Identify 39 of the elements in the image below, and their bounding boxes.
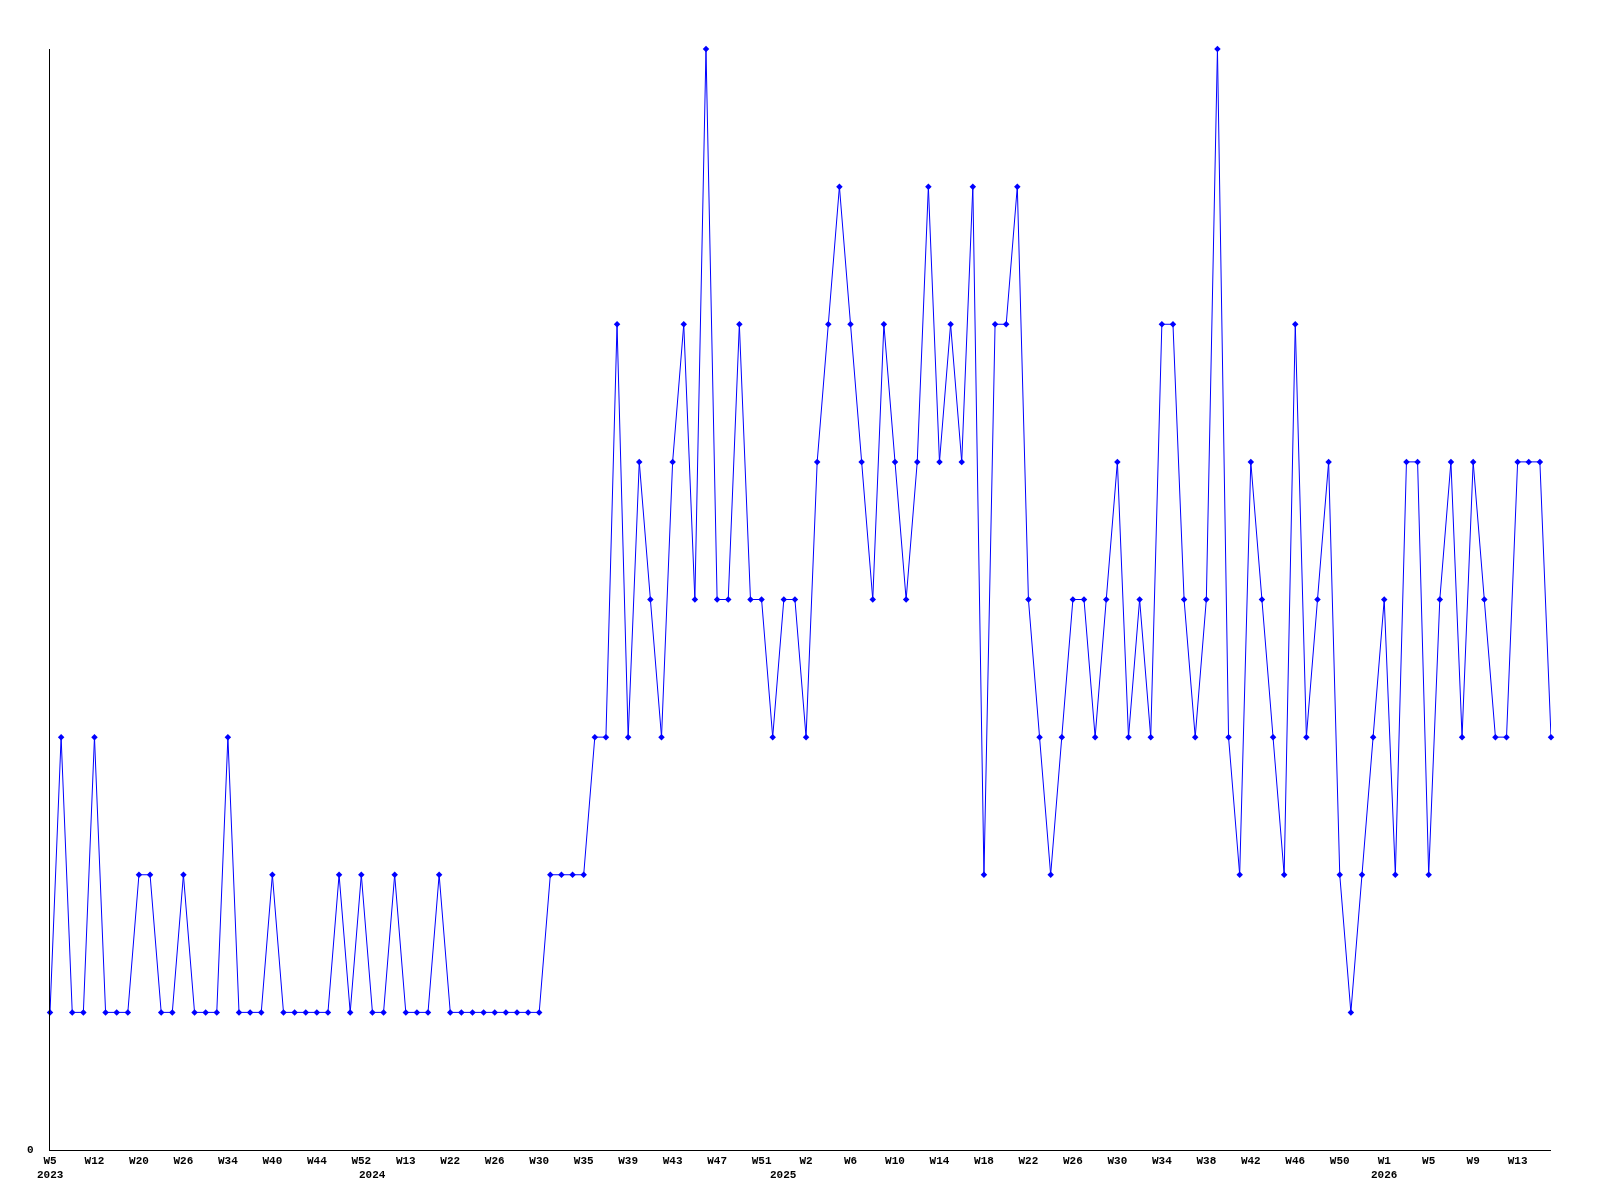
x-tick-label: W34 <box>1151 1155 1173 1168</box>
x-tick-label: W1 <box>1377 1155 1392 1168</box>
x-tick-label: W5 <box>43 1155 57 1168</box>
x-tick-label: W20 <box>129 1155 149 1168</box>
x-tick-label: W2 <box>799 1155 813 1168</box>
x-tick-label: W13 <box>1507 1155 1528 1168</box>
x-tick-label: W35 <box>573 1155 594 1168</box>
x-tick-label: W52 <box>351 1155 372 1168</box>
x-tick-label: W44 <box>306 1155 328 1168</box>
x-tick-label: W22 <box>1018 1155 1039 1168</box>
x-tick-label: W26 <box>1062 1155 1083 1168</box>
x-tick-label: W38 <box>1196 1155 1217 1168</box>
x-tick-label: W26 <box>173 1155 194 1168</box>
x-tick-label: W18 <box>974 1155 995 1168</box>
x-tick-label: W22 <box>440 1155 461 1168</box>
x-tick-label: W5 <box>1422 1155 1436 1168</box>
x-tick-label: W47 <box>707 1155 728 1168</box>
x-tick-label: W42 <box>1240 1155 1261 1168</box>
x-tick-label: W13 <box>395 1155 417 1168</box>
text: 2026 <box>1371 1169 1398 1181</box>
x-tick-label: W30 <box>1107 1155 1128 1168</box>
x-tick-label: W12 <box>84 1155 105 1168</box>
x-tick-label: W39 <box>618 1155 639 1168</box>
x-tick-label: W50 <box>1329 1155 1350 1168</box>
x-tick-label: W46 <box>1285 1155 1306 1168</box>
x-tick-label: W14 <box>929 1155 950 1168</box>
x-tick-label: W51 <box>751 1155 772 1168</box>
x-tick-label: W40 <box>262 1155 283 1168</box>
text: 2023 <box>37 1169 64 1181</box>
x-tick-label: W30 <box>529 1155 550 1168</box>
x-tick-label: W43 <box>662 1155 683 1168</box>
text: 2025 <box>770 1169 797 1181</box>
x-tick-label: W9 <box>1466 1155 1480 1168</box>
x-tick-label: W10 <box>885 1155 905 1168</box>
text: 2024 <box>359 1169 386 1181</box>
x-tick-label: W34 <box>217 1155 239 1168</box>
x-tick-label: W6 <box>843 1155 858 1168</box>
text: 0 <box>27 1144 34 1156</box>
x-tick-label: W26 <box>484 1155 505 1168</box>
